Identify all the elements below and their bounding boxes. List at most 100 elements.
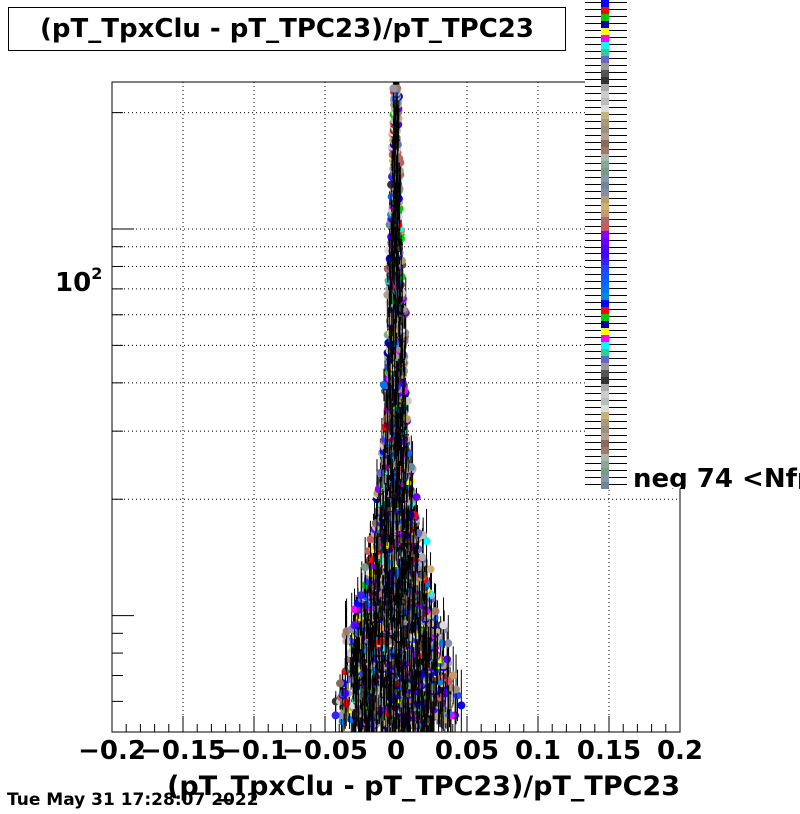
data-point [449, 671, 458, 680]
legend-entry [585, 153, 800, 161]
legend-marker [601, 125, 609, 133]
legend-marker [601, 391, 609, 399]
data-point [418, 553, 427, 562]
data-point [389, 84, 398, 93]
legend-entry [585, 34, 800, 42]
legend-marker [601, 230, 609, 238]
data-point [366, 535, 375, 544]
legend-marker [601, 314, 609, 322]
data-point [361, 563, 370, 572]
x-tick-label: 0.15 [577, 736, 641, 766]
legend-entry [585, 111, 800, 119]
legend-entry [585, 20, 800, 28]
legend-entry [585, 384, 800, 392]
legend-marker [601, 237, 609, 245]
legend-marker [601, 160, 609, 168]
legend-entry [585, 447, 800, 455]
legend-marker [601, 321, 609, 329]
x-axis-label: (pT_TpxClu - pT_TPC23)/pT_TPC23 [167, 771, 680, 802]
legend-marker [601, 146, 609, 154]
legend-entry [585, 83, 800, 91]
x-tick-label: −0.15 [140, 736, 226, 766]
legend-marker [601, 69, 609, 77]
legend-entry [585, 419, 800, 427]
data-point [443, 655, 452, 664]
legend-entry [585, 391, 800, 399]
legend-entry [585, 195, 800, 203]
data-point [457, 701, 466, 710]
axis-ticks [111, 112, 681, 732]
legend-marker [601, 167, 609, 175]
legend-entry [585, 377, 800, 385]
data-point [412, 493, 421, 502]
legend-entry [585, 97, 800, 105]
legend-entry [585, 6, 800, 14]
data-point [426, 565, 435, 574]
legend-marker [601, 62, 609, 70]
legend-marker [601, 188, 609, 196]
legend-marker [601, 363, 609, 371]
legend-entry [585, 433, 800, 441]
legend-entry [585, 27, 800, 35]
legend-marker [601, 447, 609, 455]
legend-entry [585, 454, 800, 462]
legend-marker [601, 6, 609, 14]
legend-marker [601, 349, 609, 357]
x-tick-label: 0.1 [515, 736, 561, 766]
legend-marker [601, 41, 609, 49]
data-point [422, 537, 431, 546]
legend-marker [601, 384, 609, 392]
legend-marker [601, 83, 609, 91]
data-point [357, 591, 366, 600]
legend-entry [585, 69, 800, 77]
legend-entry [585, 237, 800, 245]
legend-marker [601, 139, 609, 147]
legend-entry [585, 104, 800, 112]
x-tick-label: −0.1 [220, 736, 288, 766]
x-tick-labels: −0.2−0.15−0.1−0.05 0 0.05 0.1 0.15 0.2 [78, 736, 703, 766]
legend-marker [601, 13, 609, 21]
legend-entry [585, 181, 800, 189]
legend-entry [585, 216, 800, 224]
legend-marker [601, 286, 609, 294]
legend-entry [585, 398, 800, 406]
legend-entry [585, 314, 800, 322]
data-point [453, 691, 462, 700]
legend-entry [585, 55, 800, 63]
legend-entry [585, 328, 800, 336]
data-point [336, 679, 345, 688]
legend-marker [601, 377, 609, 385]
x-tick-label: −0.2 [78, 736, 146, 766]
legend-entry [585, 90, 800, 98]
legend-entry [585, 342, 800, 350]
legend-entry [585, 405, 800, 413]
legend-marker [601, 223, 609, 231]
data-point [431, 607, 440, 616]
legend-marker [601, 55, 609, 63]
legend-entry [585, 265, 800, 273]
legend-entry [585, 62, 800, 70]
chart-title: (pT_TpxClu - pT_TPC23)/pT_TPC23 [8, 7, 566, 51]
legend-marker [601, 76, 609, 84]
legend-entry [585, 349, 800, 357]
legend-entry [585, 475, 800, 483]
legend-marker [601, 440, 609, 448]
legend-entry [585, 132, 800, 140]
legend-marker [601, 279, 609, 287]
legend-entry [585, 244, 800, 252]
legend-marker [601, 356, 609, 364]
legend: neg 74 <Nfp [585, 0, 800, 489]
legend-marker [601, 454, 609, 462]
legend-entry [585, 174, 800, 182]
legend-marker [601, 111, 609, 119]
legend-marker [601, 335, 609, 343]
legend-entry [585, 370, 800, 378]
legend-marker [601, 258, 609, 266]
x-tick-label: 0.05 [435, 736, 499, 766]
legend-entry [585, 258, 800, 266]
legend-entry [585, 160, 800, 168]
legend-marker [601, 181, 609, 189]
legend-entry [585, 412, 800, 420]
data-point [338, 717, 347, 726]
